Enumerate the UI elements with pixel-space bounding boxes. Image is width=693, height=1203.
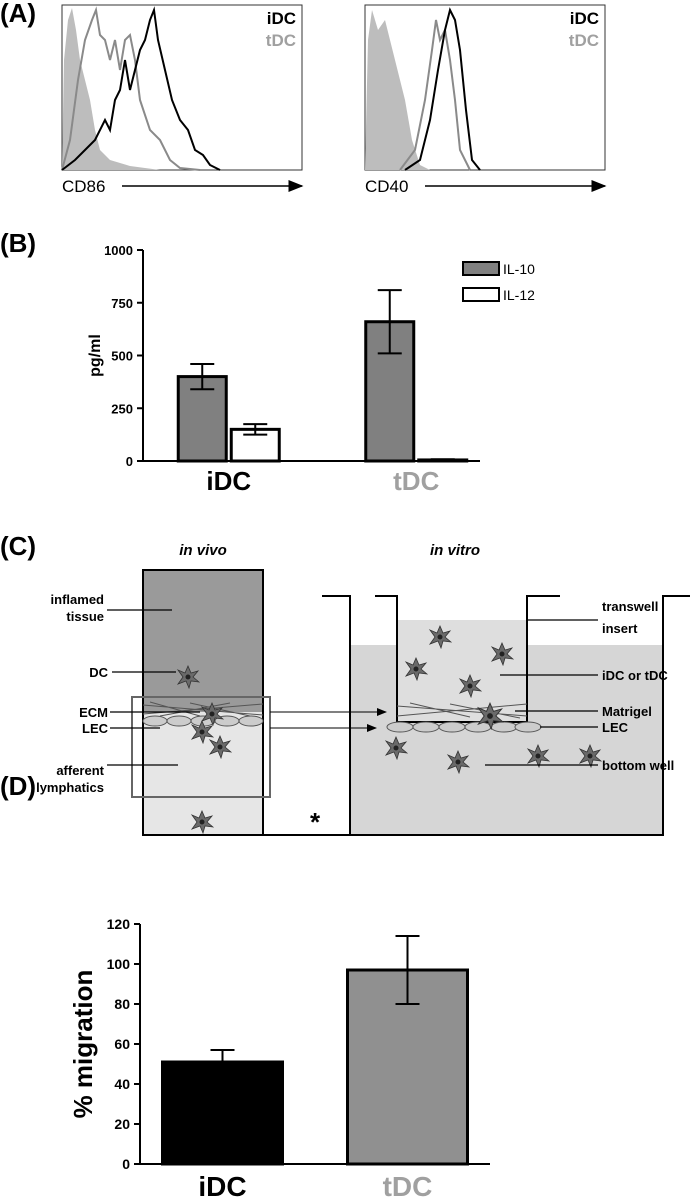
zoom-box (131, 696, 271, 798)
label: bottom well (602, 758, 674, 773)
label: Matrigel (602, 704, 652, 719)
x-tick-label: iDC (206, 466, 251, 496)
matrigel-mesh (396, 702, 528, 719)
y-tick-label: 0 (126, 454, 133, 469)
plot-frame (364, 4, 606, 171)
y-tick-label: 750 (111, 296, 133, 311)
bar (176, 375, 228, 463)
isotype-fill (365, 10, 430, 170)
x-tick-label: iDC (198, 1171, 246, 1202)
label: lymphatics (36, 780, 104, 795)
tdc-curve (399, 19, 471, 171)
legend-idc: iDC (570, 9, 599, 28)
well (322, 595, 690, 836)
histogram-cd40: iDC tDC CD40 (364, 4, 607, 196)
diagram: in vivo in vitro inflamed (36, 542, 690, 836)
tissue (143, 570, 263, 712)
label: inflamed (51, 592, 105, 607)
histogram-cd86: iDC tDC CD86 (61, 4, 304, 196)
label: insert (602, 621, 638, 636)
label: LEC (602, 720, 629, 735)
y-axis-label: pg/ml (87, 334, 104, 377)
lec-layer (386, 721, 542, 733)
x-tick-label: tDC (383, 1171, 433, 1202)
y-tick-label: 120 (107, 916, 131, 932)
bar (161, 1060, 284, 1166)
tdc-curve (61, 6, 201, 171)
label: LEC (82, 721, 109, 736)
legend-swatch (462, 261, 500, 276)
y-tick-label: 100 (107, 956, 131, 972)
insert (375, 595, 560, 723)
idc-curve (404, 7, 481, 171)
legend-label: IL-10 (503, 261, 535, 277)
label: ECM (79, 705, 108, 720)
idc-curve (61, 6, 221, 171)
axis-label: CD86 (62, 177, 105, 196)
y-tick-label: 40 (114, 1076, 130, 1092)
y-tick-label: 250 (111, 401, 133, 416)
y-tick-label: 20 (114, 1116, 130, 1132)
y-tick-label: 500 (111, 349, 133, 364)
legend-tdc: tDC (569, 31, 599, 50)
plot-frame (61, 4, 303, 171)
y-tick-label: 60 (114, 1036, 130, 1052)
in-vivo-title: in vivo (179, 542, 227, 559)
legend-swatch (462, 287, 500, 302)
in-vitro-title: in vitro (430, 542, 480, 559)
panel-label: (B) (0, 228, 36, 258)
panel-label: (C) (0, 531, 36, 561)
y-tick-label: 1000 (104, 243, 133, 258)
vessel-outline (142, 569, 264, 836)
y-tick-label: 0 (122, 1156, 130, 1172)
label: DC (89, 665, 108, 680)
significance-label: * (310, 807, 321, 837)
label: iDC or tDC (602, 668, 668, 683)
label: tissue (66, 609, 104, 624)
legend-label: IL-12 (503, 287, 535, 303)
panel-label: (D) (0, 771, 36, 801)
y-tick-label: 80 (114, 996, 130, 1012)
legend-idc: iDC (267, 9, 296, 28)
label: transwell (602, 599, 658, 614)
legend-tdc: tDC (266, 31, 296, 50)
isotype-fill (62, 8, 160, 170)
x-tick-label: tDC (393, 466, 439, 496)
panel-label: (A) (0, 0, 36, 28)
axis-label: CD40 (365, 177, 408, 196)
label: afferent (56, 763, 104, 778)
y-axis-label: % migration (68, 970, 98, 1119)
